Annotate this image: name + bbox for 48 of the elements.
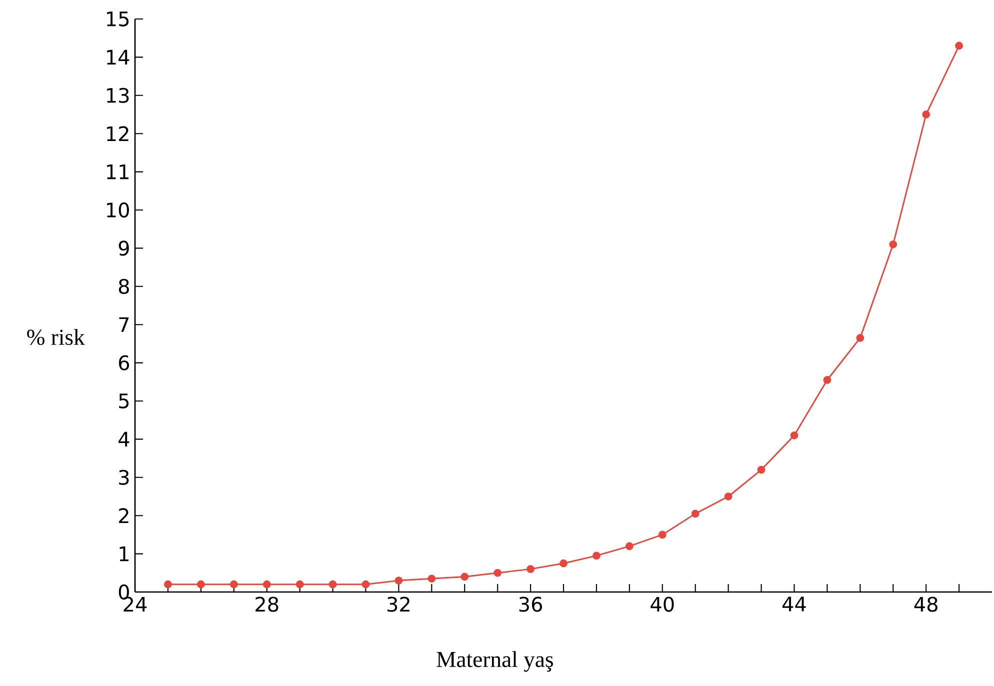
point: [428, 574, 436, 583]
x-tick-label: 48: [914, 596, 938, 612]
y-tick-label: 2: [119, 508, 128, 524]
point: [262, 580, 271, 588]
x-axis-title: Maternal yaş: [436, 651, 553, 672]
point: [757, 466, 766, 474]
y-tick-label: 1: [120, 546, 128, 562]
point: [394, 576, 403, 584]
point: [296, 580, 304, 588]
point: [362, 580, 370, 588]
point: [922, 110, 930, 118]
point: [460, 572, 469, 581]
point: [196, 580, 205, 588]
point: [790, 431, 798, 440]
point: [592, 552, 600, 560]
y-tick-label: 7: [119, 317, 129, 332]
y-tick-label: 5: [119, 394, 129, 408]
point: [526, 565, 534, 574]
y-tick-label: 6: [118, 355, 130, 370]
point: [691, 510, 700, 518]
point: [823, 376, 832, 384]
point: [658, 530, 666, 539]
x-tick-label: 32: [388, 596, 410, 612]
y-tick-label: 3: [119, 470, 129, 485]
x-tick-label: 28: [256, 596, 278, 612]
x-tick-label: 36: [519, 596, 542, 612]
point: [494, 568, 502, 577]
point: [955, 42, 963, 50]
point: [164, 580, 172, 588]
y-tick-label: 12: [107, 126, 128, 142]
y-tick-label: 8: [118, 278, 129, 294]
point: [626, 542, 634, 550]
point: [560, 559, 568, 568]
y-tick-label: 10: [107, 202, 129, 218]
y-axis-title: % risk: [27, 329, 85, 346]
x-tick-label: 40: [650, 596, 674, 612]
point: [328, 580, 337, 588]
point: [889, 240, 898, 248]
x-tick-label: 44: [782, 596, 806, 612]
y-tick-label: 15: [107, 12, 129, 26]
y-tick-label: 4: [118, 432, 130, 446]
y-tick-label: 14: [107, 50, 130, 64]
point: [856, 334, 864, 342]
y-tick-label: 13: [107, 88, 129, 103]
y-tick-label: 9: [118, 240, 129, 256]
y-tick-label: 11: [107, 164, 128, 180]
point: [230, 580, 238, 588]
point: [724, 492, 732, 500]
